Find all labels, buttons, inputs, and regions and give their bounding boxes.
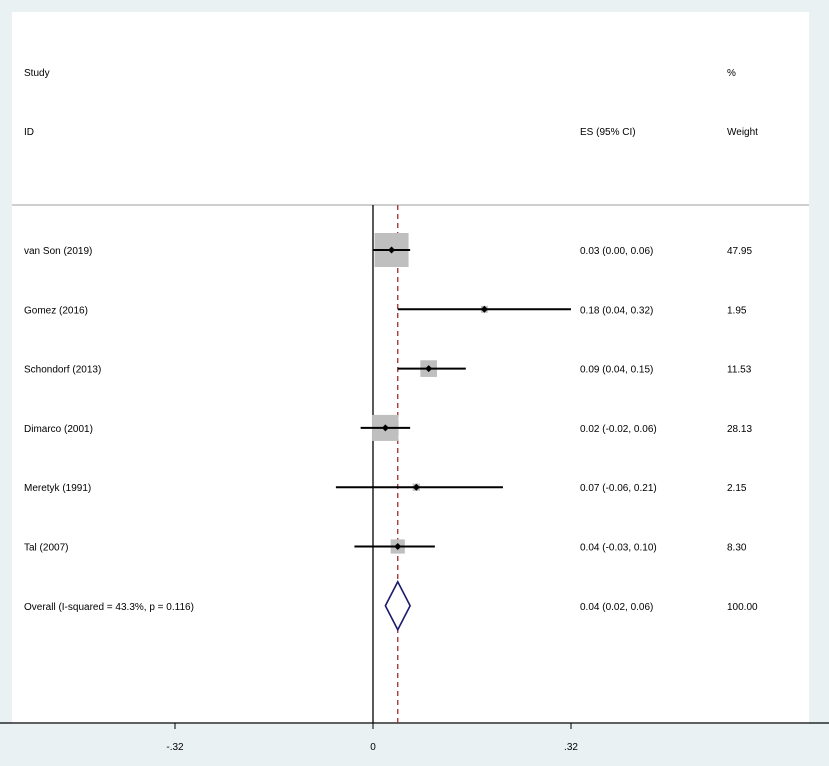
study-weight: 11.53 [727, 365, 752, 376]
study-es-ci: 0.07 (-0.06, 0.21) [580, 483, 657, 494]
study-label: van Son (2019) [24, 246, 92, 257]
study-es-ci: 0.18 (0.04, 0.32) [580, 305, 653, 316]
study-point-estimate [480, 305, 488, 313]
study-label: Gomez (2016) [24, 305, 88, 316]
x-tick-label: -.32 [166, 742, 184, 753]
study-label: Schondorf (2013) [24, 365, 101, 376]
header-id: ID [24, 127, 34, 138]
study-weight: 28.13 [727, 424, 752, 435]
overall-es-ci: 0.04 (0.02, 0.06) [580, 602, 653, 613]
study-label: Meretyk (1991) [24, 483, 91, 494]
study-point-estimate [394, 543, 402, 550]
study-point-estimate [412, 483, 420, 491]
study-es-ci: 0.09 (0.04, 0.15) [580, 365, 653, 376]
study-es-ci: 0.02 (-0.02, 0.06) [580, 424, 657, 435]
overall-diamond [384, 580, 412, 632]
overall-label: Overall (I-squared = 43.3%, p = 0.116) [24, 602, 194, 613]
study-point-estimate [381, 424, 389, 432]
study-label: Tal (2007) [24, 543, 68, 554]
x-tick-label: .32 [564, 742, 578, 753]
study-point-estimate [388, 246, 396, 254]
overall-weight: 100.00 [727, 602, 758, 613]
header-weight: Weight [727, 127, 758, 138]
study-weight: 2.15 [727, 483, 747, 494]
header-es: ES (95% CI) [580, 127, 636, 138]
header-percent: % [727, 68, 736, 79]
study-weight: 8.30 [727, 543, 747, 554]
study-point-estimate [425, 365, 433, 373]
header-study: Study [24, 68, 50, 79]
study-es-ci: 0.04 (-0.03, 0.10) [580, 543, 657, 554]
study-weight: 1.95 [727, 305, 747, 316]
study-weight: 47.95 [727, 246, 752, 257]
x-tick-label: 0 [370, 742, 376, 753]
study-es-ci: 0.03 (0.00, 0.06) [580, 246, 653, 257]
study-label: Dimarco (2001) [24, 424, 93, 435]
